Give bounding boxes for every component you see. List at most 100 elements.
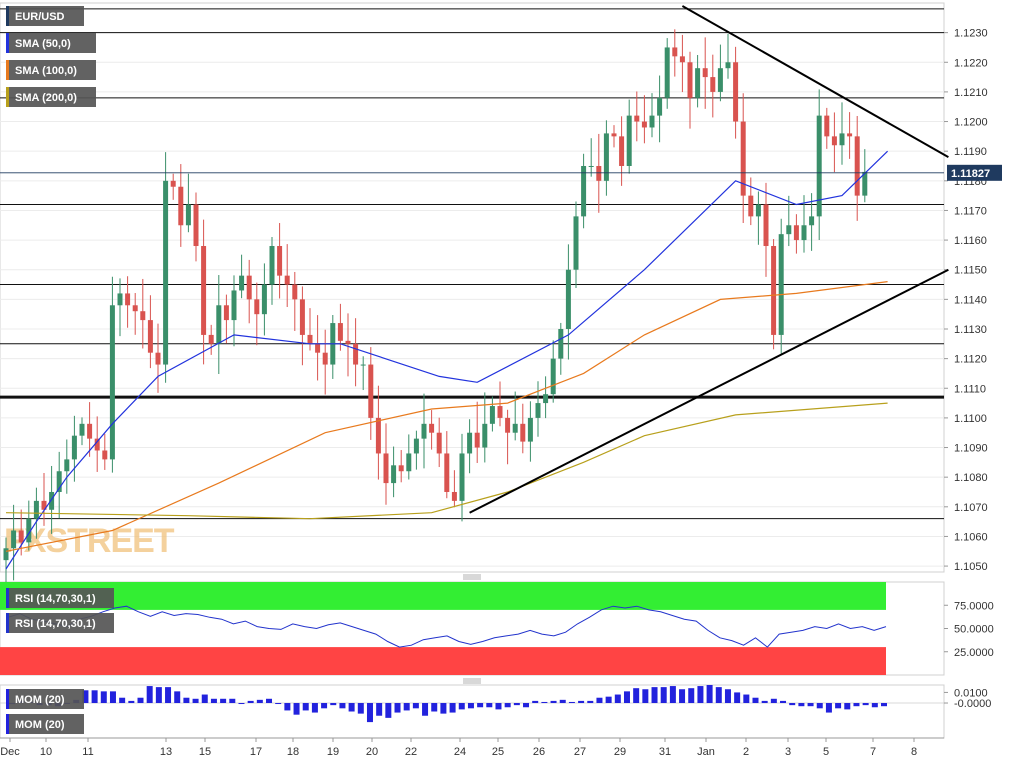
bullish-candle[interactable]	[163, 152, 169, 383]
bullish-candle[interactable]	[109, 276, 115, 473]
bullish-candle[interactable]	[71, 415, 77, 482]
bearish-candle[interactable]	[277, 223, 283, 299]
bullish-candle[interactable]	[603, 120, 609, 196]
bearish-candle[interactable]	[246, 259, 252, 324]
bullish-candle[interactable]	[269, 237, 275, 305]
bearish-candle[interactable]	[94, 416, 100, 472]
bullish-candle[interactable]	[581, 153, 587, 229]
bearish-candle[interactable]	[634, 91, 640, 142]
bullish-candle[interactable]	[459, 433, 465, 522]
bullish-candle[interactable]	[664, 38, 670, 109]
indicator-tag[interactable]: SMA (200,0)	[6, 87, 96, 107]
bearish-candle[interactable]	[596, 133, 602, 213]
bearish-candle[interactable]	[679, 34, 685, 93]
bearish-candle[interactable]	[375, 385, 381, 480]
bullish-candle[interactable]	[862, 149, 868, 203]
bullish-candle[interactable]	[816, 89, 822, 240]
bearish-candle[interactable]	[383, 423, 389, 505]
main-rsi-splitter[interactable]	[463, 574, 481, 580]
bearish-candle[interactable]	[436, 417, 442, 468]
bearish-candle[interactable]	[824, 107, 830, 149]
bullish-candle[interactable]	[786, 195, 792, 247]
bullish-candle[interactable]	[809, 193, 815, 251]
bearish-candle[interactable]	[178, 164, 184, 247]
bullish-candle[interactable]	[839, 102, 845, 165]
rsi-tag[interactable]: RSI (14,70,30,1)	[6, 613, 114, 633]
bearish-candle[interactable]	[315, 315, 321, 381]
bullish-candle[interactable]	[550, 340, 556, 403]
bullish-candle[interactable]	[406, 434, 412, 480]
bullish-candle[interactable]	[413, 430, 419, 470]
bearish-candle[interactable]	[831, 112, 837, 173]
bearish-candle[interactable]	[193, 192, 199, 262]
bearish-candle[interactable]	[201, 219, 207, 365]
bullish-candle[interactable]	[11, 504, 17, 581]
bearish-candle[interactable]	[474, 401, 480, 463]
bullish-candle[interactable]	[695, 55, 701, 108]
bearish-candle[interactable]	[223, 294, 229, 344]
bearish-candle[interactable]	[322, 329, 328, 395]
trendline[interactable]	[469, 268, 949, 514]
bullish-candle[interactable]	[801, 195, 807, 253]
bearish-candle[interactable]	[292, 271, 298, 331]
bearish-candle[interactable]	[451, 470, 457, 508]
bearish-candle[interactable]	[641, 95, 647, 144]
bullish-candle[interactable]	[527, 401, 533, 462]
bullish-candle[interactable]	[565, 244, 571, 360]
bearish-candle[interactable]	[710, 54, 716, 118]
bearish-candle[interactable]	[284, 244, 290, 308]
bearish-candle[interactable]	[672, 29, 678, 77]
bearish-candle[interactable]	[170, 173, 176, 200]
bullish-candle[interactable]	[755, 191, 761, 245]
bullish-candle[interactable]	[3, 537, 9, 588]
bearish-candle[interactable]	[702, 37, 708, 109]
bullish-candle[interactable]	[360, 356, 366, 391]
bullish-candle[interactable]	[391, 446, 397, 498]
bullish-candle[interactable]	[261, 263, 267, 336]
bearish-candle[interactable]	[41, 472, 47, 526]
bullish-candle[interactable]	[489, 396, 495, 432]
bearish-candle[interactable]	[740, 93, 746, 224]
bearish-candle[interactable]	[254, 282, 260, 346]
bullish-candle[interactable]	[79, 417, 85, 446]
bullish-candle[interactable]	[588, 138, 594, 177]
bearish-candle[interactable]	[299, 286, 305, 366]
bearish-candle[interactable]	[337, 303, 343, 351]
bullish-candle[interactable]	[778, 218, 784, 354]
bearish-candle[interactable]	[208, 324, 214, 355]
bearish-candle[interactable]	[140, 278, 146, 349]
bearish-candle[interactable]	[398, 450, 404, 483]
bullish-candle[interactable]	[56, 451, 62, 519]
bullish-candle[interactable]	[216, 275, 222, 374]
bearish-candle[interactable]	[520, 403, 526, 454]
bullish-candle[interactable]	[421, 393, 427, 469]
bullish-candle[interactable]	[467, 419, 473, 474]
bearish-candle[interactable]	[619, 116, 625, 186]
bullish-candle[interactable]	[725, 33, 731, 79]
bearish-candle[interactable]	[611, 125, 617, 148]
bearish-candle[interactable]	[345, 313, 351, 377]
bearish-candle[interactable]	[155, 323, 161, 393]
bullish-candle[interactable]	[239, 254, 245, 299]
bearish-candle[interactable]	[147, 295, 153, 369]
bearish-candle[interactable]	[505, 409, 511, 465]
bullish-candle[interactable]	[543, 376, 549, 419]
bullish-candle[interactable]	[26, 500, 32, 551]
bullish-candle[interactable]	[717, 44, 723, 102]
bullish-candle[interactable]	[626, 99, 632, 174]
bearish-candle[interactable]	[771, 239, 777, 350]
bearish-candle[interactable]	[132, 293, 138, 335]
bullish-candle[interactable]	[185, 173, 191, 233]
symbol-tag[interactable]: EUR/USD	[6, 6, 84, 26]
bearish-candle[interactable]	[368, 347, 374, 440]
bullish-candle[interactable]	[64, 439, 70, 494]
bearish-candle[interactable]	[687, 51, 693, 129]
trendline[interactable]	[681, 5, 949, 158]
bearish-candle[interactable]	[793, 214, 799, 254]
rsi-mom-splitter[interactable]	[463, 678, 481, 684]
bullish-candle[interactable]	[482, 392, 488, 463]
bearish-candle[interactable]	[444, 431, 450, 499]
bearish-candle[interactable]	[353, 318, 359, 387]
bullish-candle[interactable]	[573, 201, 579, 288]
bullish-candle[interactable]	[117, 278, 123, 337]
